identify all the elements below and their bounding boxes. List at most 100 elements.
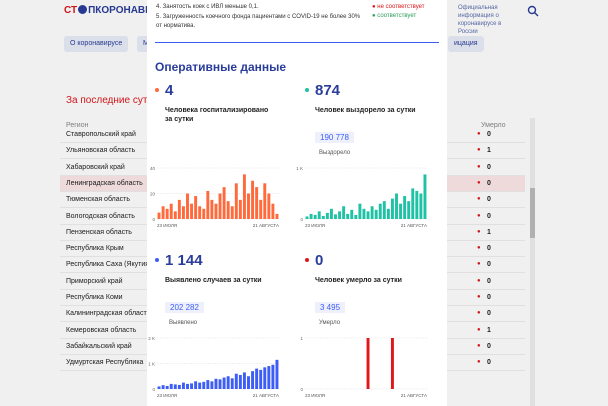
- bar: [210, 381, 214, 389]
- nav-button[interactable]: ицация: [448, 36, 484, 52]
- bar: [242, 174, 246, 219]
- bar: [271, 203, 275, 219]
- bar: [242, 372, 246, 389]
- indicator-dot: [305, 258, 309, 262]
- column-header: Умерло: [481, 122, 506, 129]
- bar: [378, 203, 382, 219]
- bar: [210, 199, 214, 219]
- bar: [230, 206, 234, 219]
- total-label: Выздорело: [319, 150, 351, 156]
- bar: [321, 215, 325, 219]
- bar: [226, 376, 230, 389]
- death-count: 0: [487, 342, 491, 350]
- big-number: 0: [315, 252, 324, 269]
- bar: [423, 174, 427, 219]
- region-name: Ульяновская область: [66, 147, 136, 155]
- modal: 4. Занятость коек с ИВЛ меньше 0,1. 5. З…: [147, 0, 447, 406]
- bar: [275, 359, 279, 389]
- scroll-thumb[interactable]: [530, 188, 535, 238]
- region-name: Республика Коми: [66, 294, 123, 301]
- bar: [194, 381, 198, 389]
- bar: [238, 199, 242, 219]
- logo-icon: [78, 5, 88, 14]
- bar: [206, 380, 210, 389]
- bar: [263, 367, 267, 389]
- bar: [267, 366, 271, 389]
- bar: [407, 201, 411, 219]
- bar: [251, 371, 255, 389]
- bar: [309, 213, 313, 219]
- y-tick-label: 2 K: [148, 336, 155, 341]
- status-dot: ●: [477, 342, 481, 349]
- status-dot: ●: [477, 294, 481, 300]
- status: ● не соответствует: [372, 4, 425, 10]
- bar: [247, 376, 250, 389]
- x-tick-label: 23 ИЮЛЯ: [157, 223, 177, 228]
- region-name: Республика Крым: [66, 245, 124, 253]
- bar: [251, 180, 255, 219]
- status-dot: ●: [477, 163, 481, 170]
- bar: [403, 196, 407, 219]
- bar: [334, 214, 337, 219]
- stat-label: Человек умерло за сутки: [315, 277, 402, 284]
- region-name: Калининградская область: [66, 310, 151, 318]
- y-tick-label: 1 K: [296, 166, 303, 171]
- bar: [415, 190, 419, 219]
- bar: [247, 193, 250, 219]
- bar: [238, 374, 242, 389]
- region-name: Кемеровская область: [66, 326, 137, 334]
- bar: [173, 211, 177, 219]
- status: ● соответствует: [372, 13, 417, 19]
- y-tick-label: 20: [150, 192, 156, 197]
- indicator-dot: [155, 258, 159, 262]
- bar: [230, 378, 234, 389]
- bar: [271, 364, 275, 389]
- criterion-text: 4. Занятость коек с ИВЛ меньше 0,1.: [156, 4, 259, 10]
- bar: [214, 378, 218, 389]
- death-count: 0: [487, 294, 491, 301]
- bar: [275, 213, 279, 219]
- death-count: 0: [487, 163, 491, 171]
- status-dot: ●: [477, 147, 481, 154]
- bar: [263, 183, 267, 219]
- logo-text: ПКОРОНАВИ: [88, 5, 153, 16]
- bar: [399, 203, 403, 219]
- y-tick-label: 0: [152, 217, 155, 222]
- death-count: 1: [487, 228, 491, 236]
- status-dot: ●: [477, 131, 481, 137]
- big-number: 1 144: [165, 252, 203, 269]
- x-tick-label: 21 АВГУСТА: [253, 393, 279, 398]
- status-dot: ●: [477, 326, 481, 333]
- bar: [313, 214, 317, 219]
- bar: [190, 383, 194, 389]
- bar: [325, 212, 329, 219]
- scrollbar[interactable]: [530, 118, 535, 406]
- death-count: 0: [487, 179, 491, 187]
- status-text: не соответствует: [377, 4, 425, 10]
- status-dot: ●: [477, 245, 481, 252]
- logo[interactable]: СТ ПКОРОНАВИ: [64, 5, 152, 16]
- total-badge: 3 495: [315, 302, 346, 313]
- bar: [366, 338, 370, 389]
- region-name: Вологодская область: [66, 212, 135, 220]
- death-count: 0: [487, 310, 491, 318]
- bar: [350, 209, 354, 219]
- nav-button[interactable]: О коронавирусе: [64, 36, 129, 52]
- bar: [161, 385, 165, 389]
- death-count: 0: [487, 196, 491, 204]
- bar: [169, 203, 173, 219]
- death-count: 0: [487, 261, 491, 269]
- stat-label: Человек выздорело за сутки: [315, 107, 416, 114]
- bar: [218, 379, 222, 389]
- charts: 0 20 40 23 ИЮЛЯ 21 АВГУСТА 0 1 K 23 ИЮЛЯ 21 АВГУ…: [148, 166, 427, 398]
- status-dot: ●: [477, 261, 481, 268]
- death-count: 0: [487, 131, 491, 138]
- bar: [218, 193, 222, 219]
- search-icon[interactable]: [527, 5, 539, 17]
- indicator-dot: [155, 88, 159, 92]
- section-title: За последние сутки: [66, 95, 158, 106]
- region-name: Республика Саха (Якутия): [66, 261, 152, 269]
- bar: [342, 206, 346, 219]
- bar: [202, 208, 206, 219]
